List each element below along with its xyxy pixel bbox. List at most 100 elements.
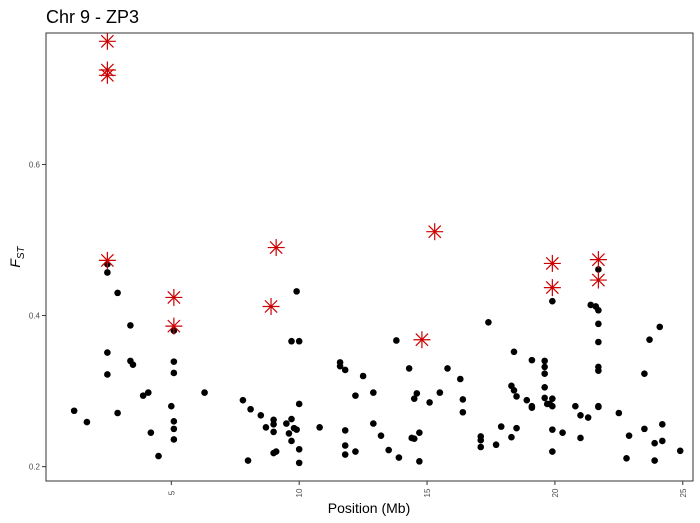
- data-point: [659, 421, 666, 428]
- data-point: [336, 362, 344, 370]
- data-point: [641, 370, 648, 378]
- data-point: [270, 428, 277, 436]
- data-point: [405, 365, 413, 372]
- data-point: [262, 424, 270, 431]
- data-point: [559, 429, 566, 436]
- data-point: [395, 454, 403, 461]
- data-point: [426, 399, 433, 406]
- data-point: [549, 402, 556, 410]
- x-axis-title: Position (Mb): [328, 500, 410, 516]
- highlight-point: [589, 271, 607, 289]
- highlight-point: [267, 239, 285, 257]
- y-axis-title-main: F: [7, 258, 23, 268]
- data-point: [341, 442, 349, 449]
- data-point: [595, 306, 602, 314]
- data-point: [352, 392, 359, 399]
- highlight-point: [589, 251, 607, 269]
- data-point: [293, 288, 300, 295]
- data-point: [646, 336, 653, 344]
- data-point: [170, 418, 178, 425]
- x-axis: 5 10 15 20 25: [167, 481, 688, 497]
- data-point: [577, 434, 584, 442]
- data-point: [239, 396, 247, 404]
- y-tick-label: 0.2: [29, 463, 41, 472]
- data-point: [510, 348, 518, 356]
- data-point: [104, 269, 111, 276]
- data-point: [413, 390, 421, 397]
- data-point: [295, 445, 303, 453]
- data-point: [595, 403, 602, 411]
- highlight-point: [543, 254, 561, 272]
- data-point: [436, 389, 444, 396]
- data-point: [295, 459, 303, 467]
- data-point: [201, 389, 208, 396]
- data-point: [676, 447, 684, 455]
- data-point: [541, 394, 548, 402]
- data-point: [114, 289, 121, 297]
- data-point: [510, 387, 518, 394]
- data-point: [584, 414, 592, 421]
- highlight-point: [543, 279, 561, 297]
- data-point: [295, 400, 303, 408]
- x-tick-label: 25: [679, 488, 688, 497]
- highlight-point: [98, 251, 116, 269]
- data-point: [549, 395, 556, 402]
- highlight-point: [98, 32, 116, 50]
- data-point: [288, 415, 295, 423]
- data-point: [541, 363, 548, 371]
- data-point: [508, 433, 515, 441]
- y-axis-title-sub: ST: [16, 245, 27, 259]
- data-point: [370, 389, 377, 396]
- data-point: [70, 407, 78, 415]
- data-point: [170, 358, 178, 365]
- y-tick-label: 0.6: [29, 160, 41, 169]
- data-point: [641, 425, 648, 433]
- data-point: [587, 301, 595, 309]
- data-point: [316, 424, 323, 431]
- data-point: [615, 409, 623, 417]
- data-point: [656, 323, 664, 331]
- data-point: [393, 337, 400, 344]
- data-point: [477, 443, 485, 451]
- data-point: [549, 448, 556, 455]
- x-tick-label: 20: [551, 488, 560, 497]
- y-axis: 0.2 0.4 0.6: [29, 160, 46, 472]
- data-point: [549, 297, 556, 305]
- data-point: [341, 366, 349, 374]
- data-point: [341, 427, 349, 434]
- points-layer: [70, 32, 684, 467]
- data-point: [285, 430, 293, 437]
- data-point: [477, 436, 485, 444]
- data-point: [170, 425, 178, 433]
- data-point: [341, 451, 349, 458]
- data-point: [104, 349, 111, 356]
- data-point: [416, 458, 423, 465]
- data-point: [170, 369, 178, 377]
- data-point: [444, 365, 451, 372]
- data-point: [352, 448, 359, 455]
- plot-area: [45, 32, 694, 482]
- data-point: [170, 436, 178, 443]
- data-point: [416, 429, 423, 436]
- y-tick-label: 0.4: [29, 312, 41, 321]
- data-point: [595, 367, 602, 374]
- data-point: [459, 408, 467, 416]
- data-point: [625, 432, 633, 439]
- highlight-point: [413, 331, 431, 349]
- data-point: [513, 393, 520, 400]
- data-point: [114, 409, 121, 417]
- data-point: [385, 446, 392, 454]
- highlight-point: [98, 66, 116, 84]
- highlight-point: [262, 297, 280, 315]
- data-point: [572, 402, 579, 410]
- data-point: [549, 426, 556, 433]
- data-point: [595, 320, 602, 328]
- data-point: [288, 437, 295, 445]
- data-point: [83, 418, 91, 426]
- data-point: [104, 371, 111, 378]
- data-point: [595, 266, 602, 273]
- data-point: [293, 426, 300, 433]
- data-point: [139, 392, 147, 399]
- plot-frame: [45, 32, 694, 482]
- data-point: [129, 361, 137, 368]
